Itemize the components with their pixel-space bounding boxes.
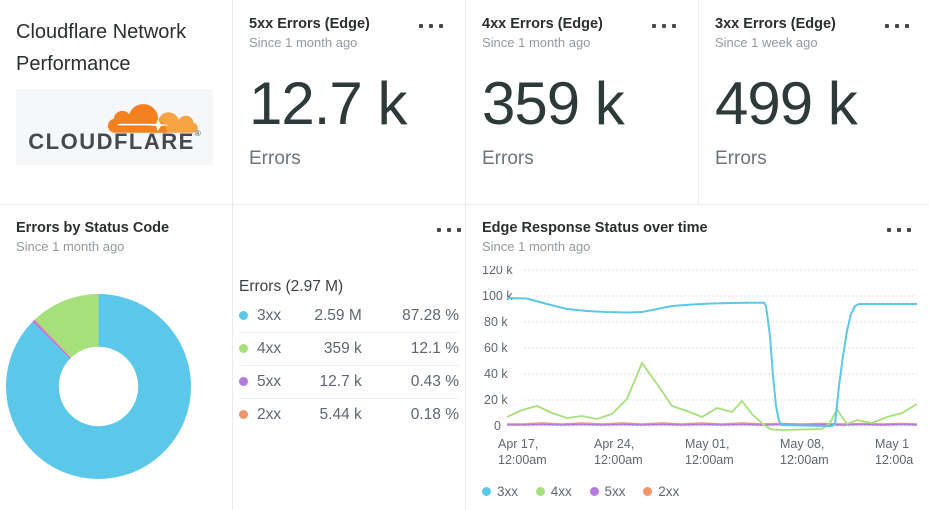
svg-text:Apr 24,: Apr 24, bbox=[594, 437, 634, 451]
svg-text:12:00am: 12:00am bbox=[498, 453, 547, 467]
svg-text:12:00am: 12:00am bbox=[594, 453, 643, 467]
svg-text:12:00am: 12:00am bbox=[685, 453, 734, 467]
svg-text:20 k: 20 k bbox=[484, 393, 508, 407]
svg-text:May 08,: May 08, bbox=[780, 437, 824, 451]
svg-text:100 k: 100 k bbox=[482, 289, 513, 303]
svg-text:Apr 17,: Apr 17, bbox=[498, 437, 538, 451]
svg-text:12:00am: 12:00am bbox=[780, 453, 829, 467]
svg-text:80 k: 80 k bbox=[484, 315, 508, 329]
svg-text:0: 0 bbox=[494, 419, 501, 433]
svg-text:40 k: 40 k bbox=[484, 367, 508, 381]
svg-text:60 k: 60 k bbox=[484, 341, 508, 355]
svg-text:May 01,: May 01, bbox=[685, 437, 729, 451]
svg-text:May 1: May 1 bbox=[875, 437, 909, 451]
svg-text:12:00a: 12:00a bbox=[875, 453, 913, 467]
svg-text:120 k: 120 k bbox=[482, 266, 513, 277]
